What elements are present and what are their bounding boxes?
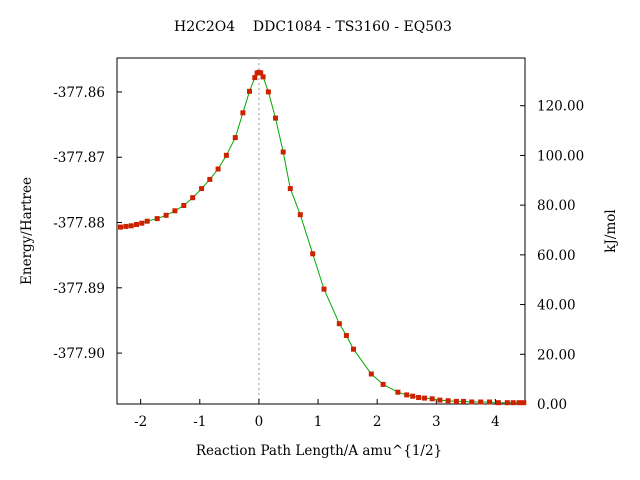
right-tick-label: 80.00 xyxy=(537,198,576,214)
x-tick-label: -2 xyxy=(134,414,147,430)
right-axis-ticks: 120.00 100.00 80.00 60.00 40.00 20.00 0.00 xyxy=(520,99,584,413)
data-point xyxy=(297,212,303,218)
data-point xyxy=(190,195,196,201)
data-point xyxy=(336,321,342,327)
left-axis-ticks: -377.86 -377.87 -377.88 -377.89 -377.90 xyxy=(53,85,122,362)
data-point xyxy=(260,74,266,80)
data-point xyxy=(118,224,123,230)
chart-title: H2C2O4 DDC1084 - TS3160 - EQ503 xyxy=(174,19,452,35)
right-tick-label: 40.00 xyxy=(537,298,576,314)
data-point xyxy=(310,251,316,257)
data-point xyxy=(321,286,327,292)
data-point xyxy=(445,398,451,404)
data-point xyxy=(469,399,475,405)
data-point xyxy=(258,70,264,76)
data-point xyxy=(265,89,271,95)
data-point xyxy=(144,218,150,224)
x-tick-label: 2 xyxy=(373,414,382,430)
data-point xyxy=(437,397,443,403)
x-tick-label: -1 xyxy=(193,414,206,430)
data-point xyxy=(478,399,484,405)
x-tick-label: 1 xyxy=(314,414,323,430)
data-point xyxy=(215,166,221,172)
x-axis-ticks: -2 -1 0 1 2 3 4 xyxy=(134,399,500,430)
left-axis-label: Energy/Hartree xyxy=(19,177,35,285)
data-point xyxy=(128,223,134,229)
data-point xyxy=(410,393,416,399)
data-point xyxy=(287,186,293,192)
data-point xyxy=(368,371,374,377)
data-point xyxy=(207,176,213,182)
data-point xyxy=(223,152,229,158)
data-point xyxy=(453,398,459,404)
data-point xyxy=(199,186,205,192)
x-axis-label: Reaction Path Length/A amu^{1/2} xyxy=(196,443,442,459)
energy-curve xyxy=(120,71,524,404)
data-point xyxy=(134,222,139,227)
left-tick-label: -377.89 xyxy=(53,281,105,297)
data-point xyxy=(240,110,246,116)
data-point xyxy=(273,115,278,121)
plot-frame xyxy=(116,57,526,405)
data-point xyxy=(380,381,386,387)
x-tick-label: 3 xyxy=(432,414,441,430)
right-tick-label: 20.00 xyxy=(537,347,576,363)
data-point xyxy=(172,208,178,214)
data-point xyxy=(395,389,401,395)
left-tick-label: -377.88 xyxy=(53,216,105,232)
x-tick-label: 0 xyxy=(255,414,264,430)
data-point xyxy=(351,346,356,352)
data-point xyxy=(280,149,286,155)
data-point xyxy=(181,203,187,208)
right-tick-label: 100.00 xyxy=(537,148,584,164)
data-point xyxy=(163,212,169,218)
data-point xyxy=(139,220,145,226)
data-point xyxy=(504,400,510,406)
x-tick-label: 4 xyxy=(491,414,500,430)
data-point xyxy=(247,88,252,94)
data-points xyxy=(118,69,527,406)
data-point xyxy=(416,395,422,400)
data-point xyxy=(154,216,160,222)
right-axis-label: kJ/mol xyxy=(603,209,619,252)
data-point xyxy=(404,392,410,398)
right-tick-label: 0.00 xyxy=(537,397,567,413)
data-point xyxy=(343,333,349,338)
left-tick-label: -377.87 xyxy=(53,150,105,166)
left-tick-label: -377.86 xyxy=(53,85,105,101)
data-point xyxy=(123,223,129,229)
right-tick-label: 120.00 xyxy=(537,99,584,115)
data-point xyxy=(461,398,466,404)
data-point xyxy=(487,399,492,405)
data-point xyxy=(516,400,522,406)
data-point xyxy=(495,400,501,406)
data-point xyxy=(422,395,427,401)
data-point xyxy=(429,396,435,402)
right-tick-label: 60.00 xyxy=(537,248,576,264)
data-point xyxy=(252,75,258,81)
data-point xyxy=(510,400,516,406)
data-point xyxy=(232,135,238,141)
data-point xyxy=(521,400,527,406)
left-tick-label: -377.90 xyxy=(53,346,105,362)
